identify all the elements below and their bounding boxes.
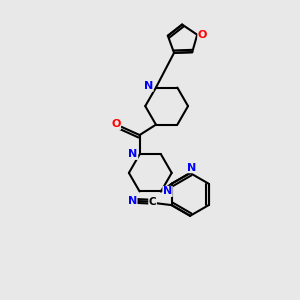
Text: O: O [198,30,207,40]
Text: O: O [111,119,121,129]
Text: C: C [149,196,156,206]
Text: N: N [128,149,138,159]
Text: N: N [144,81,153,91]
Text: N: N [187,163,196,173]
Text: N: N [128,196,137,206]
Text: N: N [163,186,172,197]
